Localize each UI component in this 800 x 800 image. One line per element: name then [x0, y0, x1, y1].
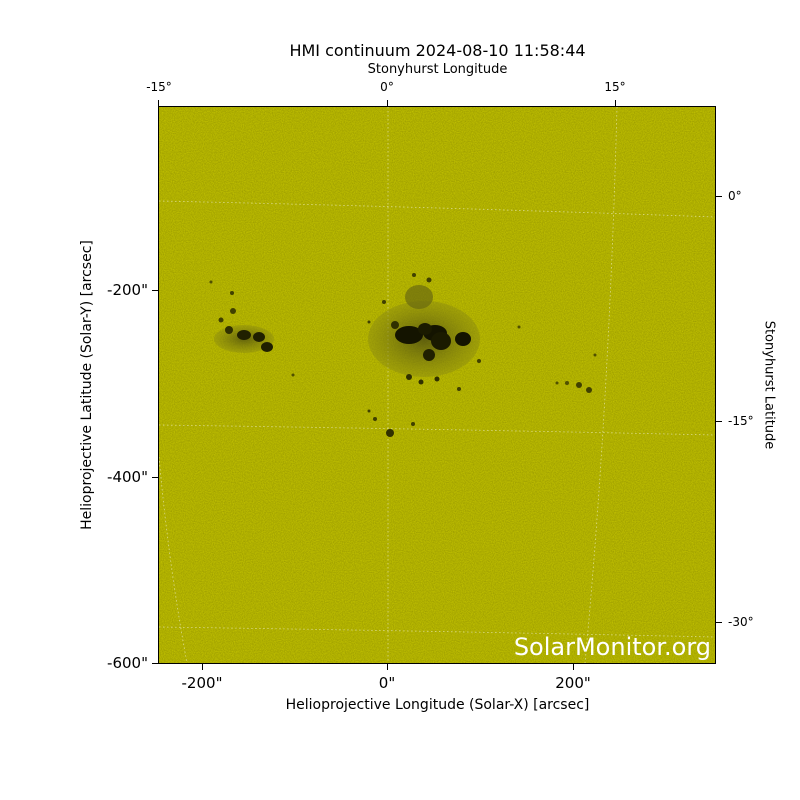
- tick-mark: [152, 663, 158, 664]
- tick-mark: [202, 664, 203, 670]
- tick-mark: [615, 100, 616, 106]
- bottom-tick-label: -200": [181, 674, 223, 692]
- coordinate-grid: [159, 107, 715, 663]
- tick-mark: [387, 100, 388, 106]
- granulation-texture: [159, 107, 715, 663]
- top-tick-label: 0°: [380, 80, 394, 94]
- watermark: SolarMonitor.org: [513, 633, 711, 661]
- active-region-west: [517, 325, 597, 393]
- right-tick-label: -30°: [728, 615, 754, 629]
- tick-mark: [387, 664, 388, 670]
- active-region-central: [367, 273, 481, 437]
- active-region-east: [209, 280, 295, 377]
- y-axis-label: Helioprojective Latitude (Solar-Y) [arcs…: [79, 240, 95, 530]
- left-tick-label: -400": [107, 468, 148, 486]
- left-tick-label: -600": [107, 654, 148, 672]
- solar-image: [159, 107, 715, 663]
- bottom-tick-label: 0": [378, 674, 396, 692]
- solar-image-panel: SolarMonitor.org: [158, 106, 716, 664]
- tick-mark: [152, 290, 158, 291]
- x-axis-label: Helioprojective Longitude (Solar-X) [arc…: [285, 697, 590, 713]
- tick-mark: [716, 196, 722, 197]
- tick-mark: [152, 477, 158, 478]
- bottom-tick-label: 200": [555, 674, 591, 692]
- tick-mark: [716, 622, 722, 623]
- image-title: HMI continuum 2024-08-10 11:58:44: [289, 41, 586, 60]
- tick-mark: [716, 421, 722, 422]
- tick-mark: [158, 100, 159, 106]
- top-tick-label: 15°: [604, 80, 626, 94]
- top-tick-label: -15°: [146, 80, 172, 94]
- top-axis-label: Stonyhurst Longitude: [367, 62, 508, 77]
- left-tick-label: -200": [107, 281, 148, 299]
- right-axis-label: Stonyhurst Latitude: [761, 320, 777, 450]
- right-tick-label: -15°: [728, 414, 754, 428]
- right-tick-label: 0°: [728, 189, 742, 203]
- tick-mark: [573, 664, 574, 670]
- grid-line-lon-15: [584, 107, 618, 663]
